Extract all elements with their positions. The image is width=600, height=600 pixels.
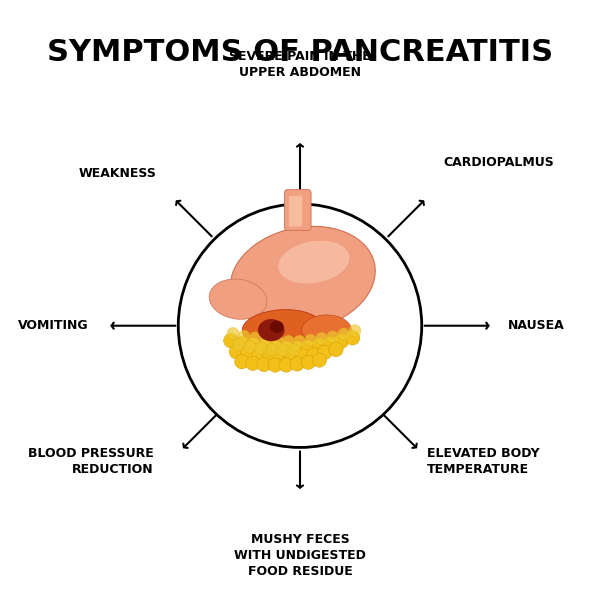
Text: ELEVATED BODY
TEMPERATURE: ELEVATED BODY TEMPERATURE (427, 447, 540, 476)
Text: VOMITING: VOMITING (18, 319, 89, 332)
Circle shape (312, 353, 326, 367)
Circle shape (235, 336, 249, 350)
Circle shape (271, 335, 283, 347)
Circle shape (288, 344, 300, 356)
Circle shape (246, 338, 260, 352)
FancyBboxPatch shape (284, 190, 311, 230)
Circle shape (284, 350, 299, 364)
Ellipse shape (258, 319, 284, 341)
Circle shape (257, 357, 271, 371)
Circle shape (268, 341, 282, 355)
Text: NAUSEA: NAUSEA (508, 319, 564, 332)
Circle shape (318, 345, 332, 359)
Circle shape (290, 341, 304, 356)
Circle shape (238, 330, 250, 343)
Ellipse shape (230, 226, 375, 331)
Circle shape (227, 328, 239, 340)
Circle shape (334, 334, 349, 349)
Circle shape (279, 358, 293, 372)
Circle shape (323, 337, 338, 351)
Circle shape (312, 338, 326, 353)
Ellipse shape (302, 315, 352, 346)
Ellipse shape (242, 310, 322, 347)
Circle shape (268, 358, 282, 372)
Ellipse shape (270, 321, 284, 333)
Circle shape (235, 355, 249, 369)
Circle shape (249, 332, 261, 344)
Text: SEVERE PAIN IN THE
UPPER ABDOMEN: SEVERE PAIN IN THE UPPER ABDOMEN (229, 50, 371, 79)
Circle shape (229, 344, 244, 359)
Circle shape (290, 357, 304, 371)
Circle shape (251, 349, 266, 363)
Text: MUSHY FECES
WITH UNDIGESTED
FOOD RESIDUE: MUSHY FECES WITH UNDIGESTED FOOD RESIDUE (234, 533, 366, 578)
Ellipse shape (209, 279, 267, 319)
Circle shape (224, 334, 238, 348)
Circle shape (293, 335, 305, 347)
Ellipse shape (278, 241, 349, 283)
Circle shape (262, 350, 277, 364)
Circle shape (316, 332, 328, 344)
Text: SYMPTOMS OF PANCREATITIS: SYMPTOMS OF PANCREATITIS (47, 38, 553, 67)
Circle shape (346, 331, 360, 345)
Circle shape (296, 349, 310, 364)
Text: WEAKNESS: WEAKNESS (78, 167, 156, 180)
Circle shape (254, 343, 267, 355)
Circle shape (282, 335, 295, 347)
Circle shape (349, 325, 361, 337)
Circle shape (240, 347, 254, 361)
Circle shape (246, 356, 260, 371)
Circle shape (274, 350, 288, 364)
Circle shape (232, 338, 245, 350)
Circle shape (301, 355, 316, 370)
Circle shape (329, 343, 343, 357)
Circle shape (266, 343, 278, 356)
Circle shape (244, 341, 256, 353)
Text: CARDIOPALMUS: CARDIOPALMUS (444, 156, 554, 169)
Circle shape (326, 331, 339, 343)
FancyBboxPatch shape (289, 196, 302, 227)
Circle shape (257, 340, 271, 354)
Circle shape (279, 341, 293, 356)
Circle shape (260, 334, 272, 346)
Circle shape (338, 328, 350, 340)
Text: BLOOD PRESSURE
REDUCTION: BLOOD PRESSURE REDUCTION (28, 447, 154, 476)
Circle shape (301, 340, 316, 355)
Circle shape (307, 347, 321, 362)
Circle shape (304, 334, 317, 346)
Circle shape (277, 344, 289, 356)
